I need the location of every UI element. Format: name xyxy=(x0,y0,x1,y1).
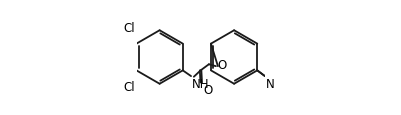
Text: Cl: Cl xyxy=(123,80,134,93)
Text: Cl: Cl xyxy=(123,22,134,34)
Text: N: N xyxy=(265,77,274,90)
Text: O: O xyxy=(217,59,226,72)
Text: NH: NH xyxy=(191,77,209,90)
Text: O: O xyxy=(203,83,212,96)
